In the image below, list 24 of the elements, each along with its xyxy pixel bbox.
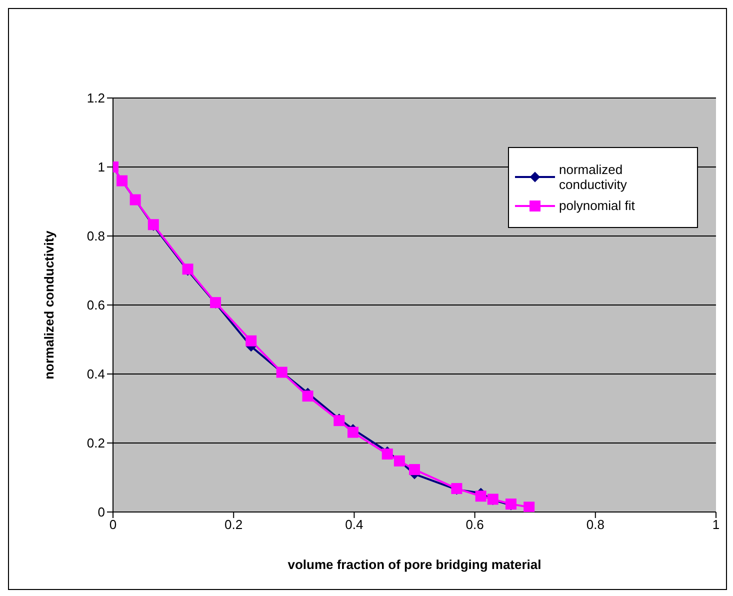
x-tick-label: 0.6 — [466, 517, 484, 532]
y-tick-label: 1 — [98, 160, 105, 175]
y-tick-label: 0.8 — [86, 228, 105, 244]
point — [246, 335, 257, 346]
y-axis-title: normalized conductivity — [42, 230, 57, 380]
y-tick-label: 0.6 — [86, 298, 105, 313]
x-axis-title: volume fraction of pore bridging material — [288, 557, 542, 572]
y-tick-label: 0 — [98, 504, 105, 520]
y-tick-label: 0.2 — [86, 436, 105, 451]
x-tick-label: 0.4 — [345, 517, 364, 532]
point — [382, 448, 393, 460]
y-tick-label: 1.2 — [86, 90, 105, 106]
legend-label: polynomial fit — [559, 198, 636, 213]
point — [409, 464, 420, 476]
point — [475, 490, 486, 502]
y-tick-label: 0.4 — [86, 366, 105, 382]
point — [347, 426, 358, 438]
x-tick-label: 1 — [712, 517, 720, 532]
x-tick-label: 0.8 — [586, 517, 604, 532]
x-tick-label: 0.2 — [224, 517, 243, 532]
legend-label: normalized conductivity — [559, 162, 628, 192]
x-tick-label: 0 — [109, 517, 117, 532]
point — [524, 502, 535, 512]
point — [302, 390, 314, 402]
